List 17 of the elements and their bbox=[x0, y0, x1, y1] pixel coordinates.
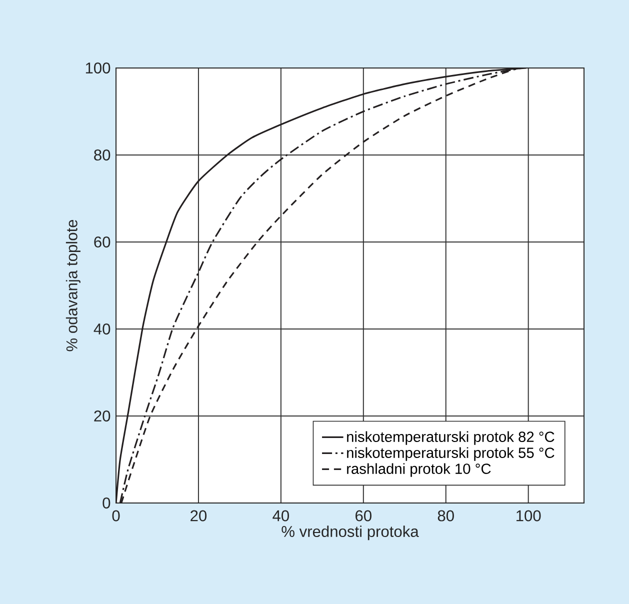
legend-label: niskotemperaturski protok 55 °C bbox=[347, 447, 554, 461]
y-tick-label: 20 bbox=[94, 410, 110, 422]
x-axis-title: % vrednosti protoka bbox=[282, 526, 419, 540]
y-tick-label: 80 bbox=[94, 149, 110, 161]
y-tick-label: 40 bbox=[94, 323, 110, 335]
x-tick-label: 0 bbox=[112, 510, 120, 522]
x-tick-label: 80 bbox=[438, 510, 454, 522]
legend-label: niskotemperaturski protok 82 °C bbox=[347, 431, 554, 445]
x-tick-label: 60 bbox=[356, 510, 372, 522]
x-tick-label: 100 bbox=[516, 510, 541, 522]
x-tick-label: 40 bbox=[272, 510, 289, 522]
y-tick-label: 0 bbox=[102, 497, 110, 509]
y-tick-label: 60 bbox=[94, 236, 110, 248]
legend-label: rashladni protok 10 °C bbox=[347, 463, 491, 477]
x-tick-label: 20 bbox=[190, 510, 207, 522]
y-axis-title: % odavanja toplote bbox=[66, 220, 80, 352]
y-tick-label: 100 bbox=[86, 62, 110, 74]
